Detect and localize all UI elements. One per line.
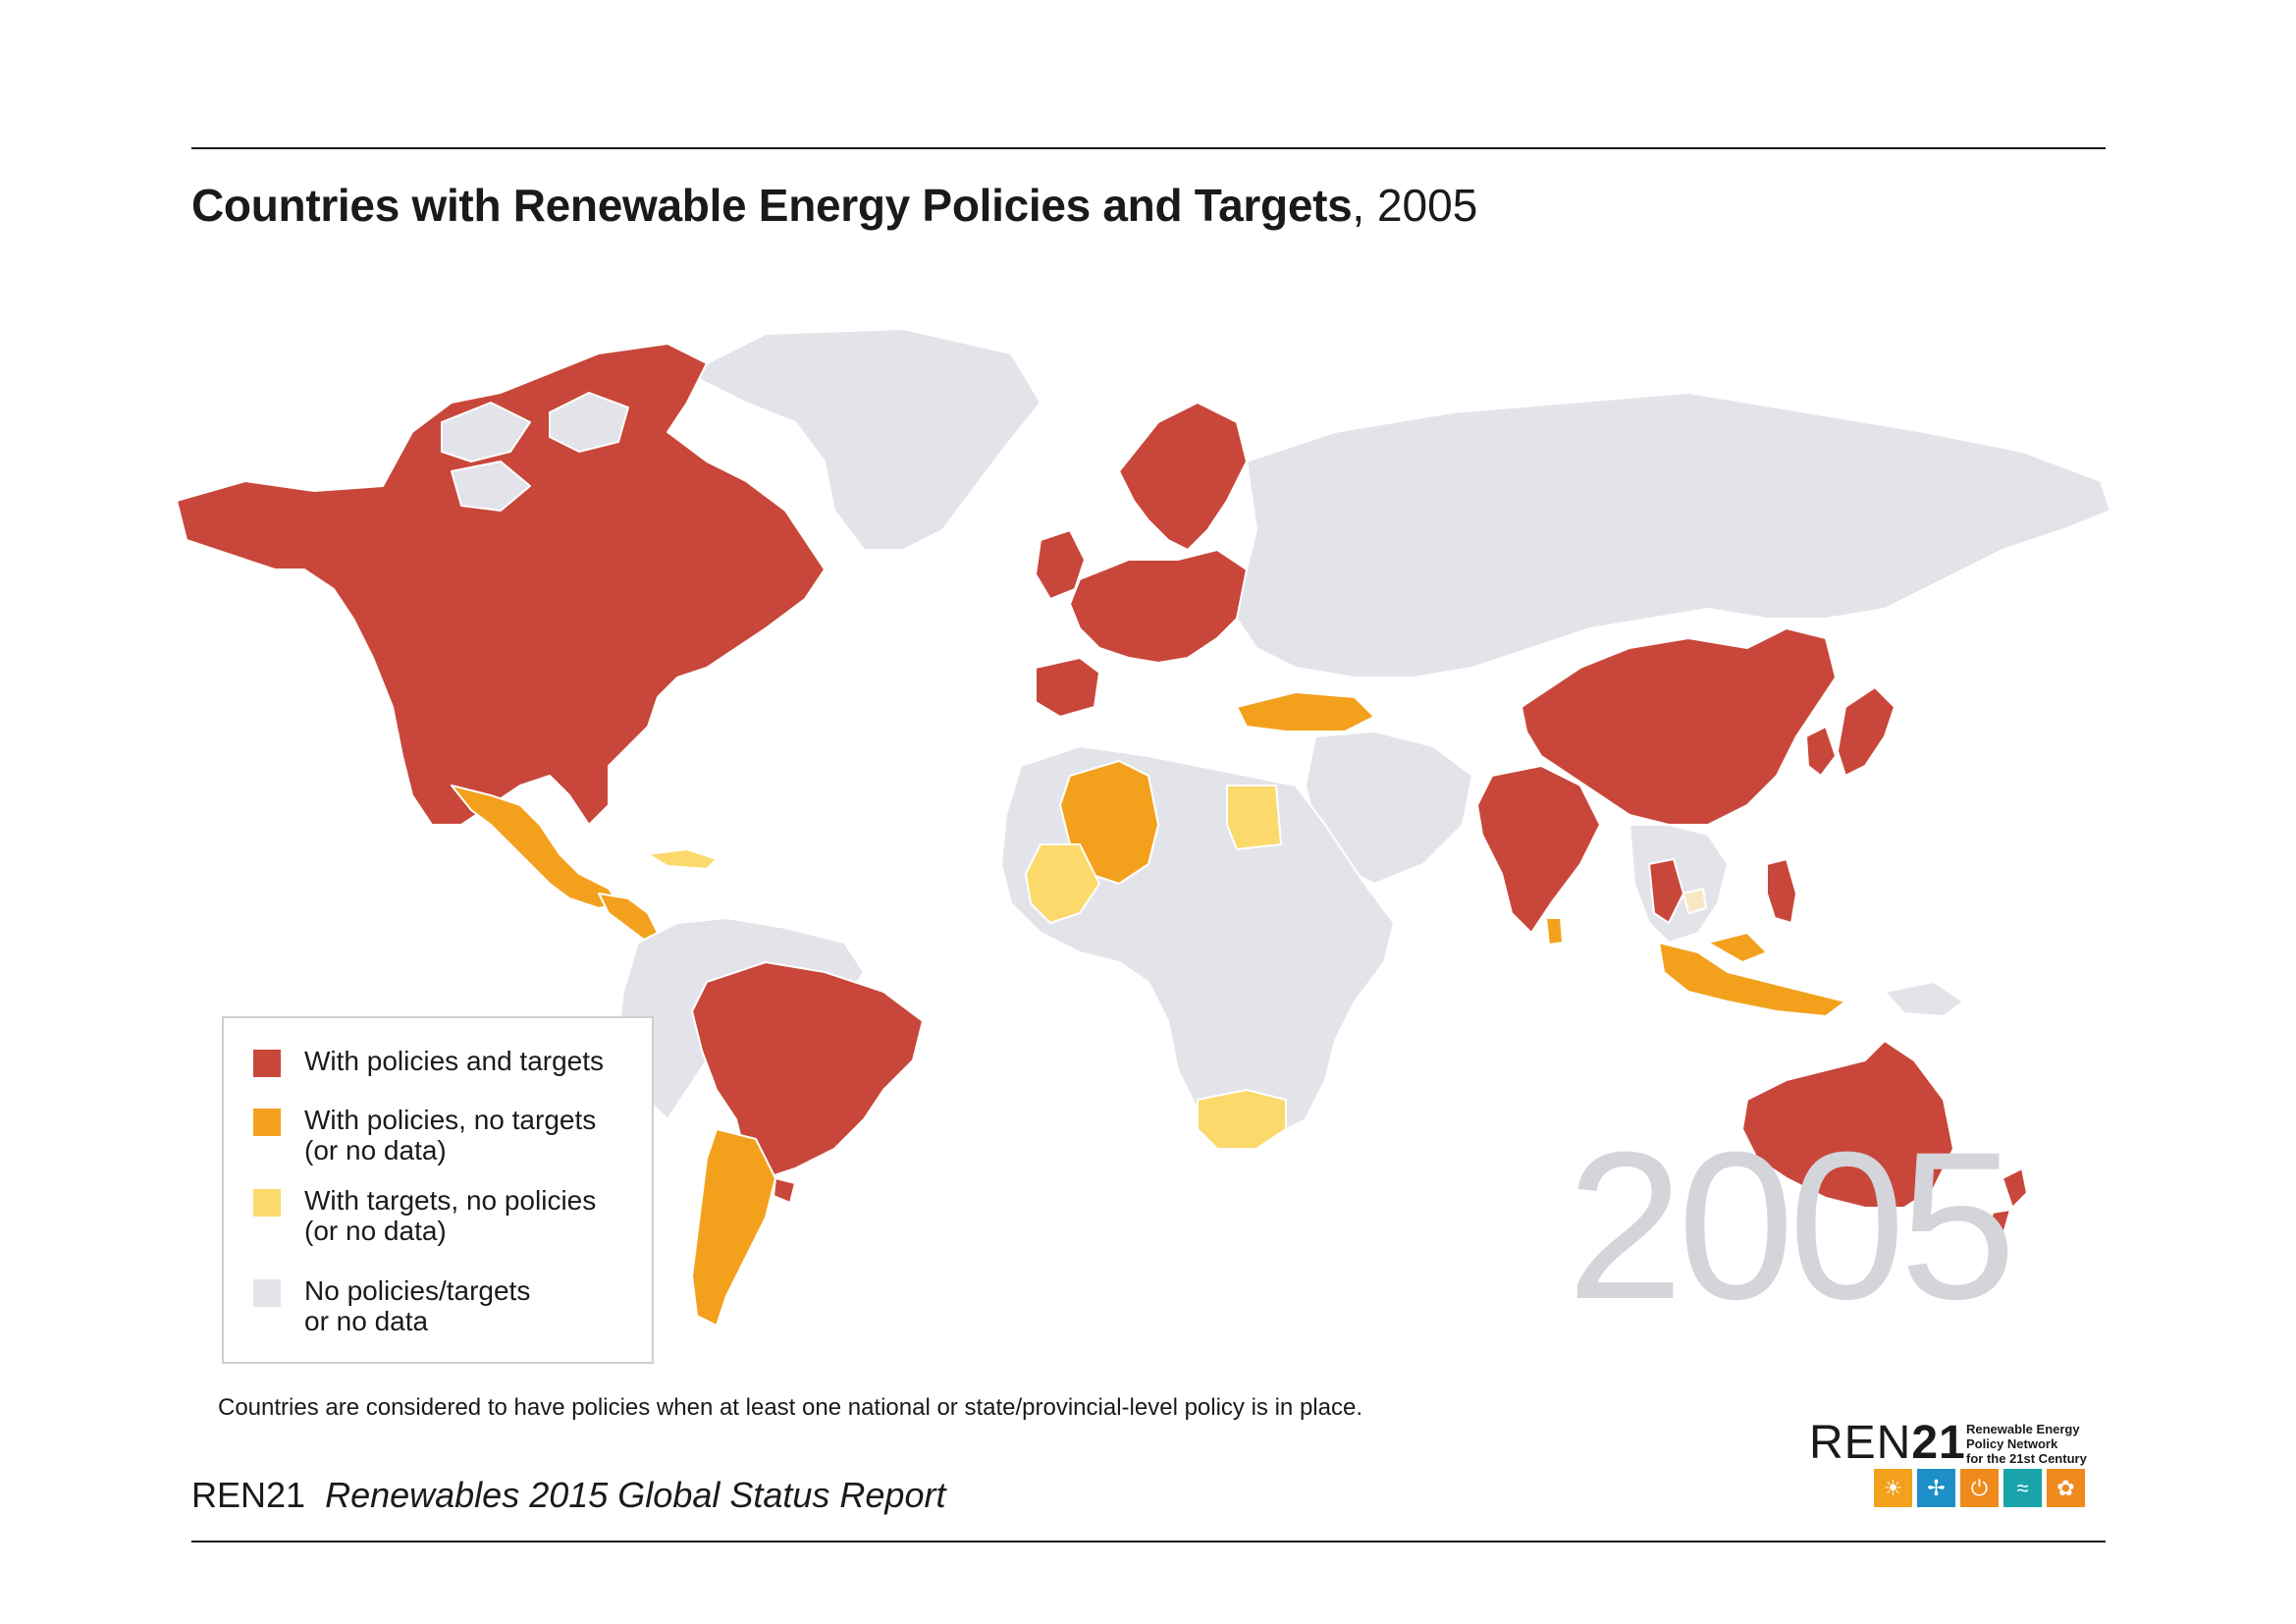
- map-region-philippines: [1766, 858, 1797, 924]
- map-region-indonesia-malaysia: [1658, 932, 1846, 1017]
- map-region-korea: [1805, 726, 1837, 777]
- map-region-india: [1476, 765, 1601, 934]
- top-rule: [191, 147, 2106, 149]
- map-region-canada-islands: [441, 392, 629, 512]
- map-region-mali: [1025, 843, 1100, 924]
- legend-item-policies-and-targets: With policies and targets: [253, 1046, 604, 1077]
- legend-item-policies-no-targets: With policies, no targets (or no data): [253, 1105, 596, 1165]
- source-org: REN21: [191, 1475, 306, 1515]
- map-region-brazil: [691, 961, 924, 1179]
- map-region-papua: [1884, 981, 1964, 1017]
- wind-icon: ✢: [1917, 1469, 1955, 1507]
- legend-item-targets-no-policies: With targets, no policies (or no data): [253, 1185, 596, 1246]
- map-region-caribbean: [647, 848, 718, 870]
- legend-label: With policies and targets: [304, 1046, 605, 1076]
- map-region-iberia: [1035, 657, 1100, 718]
- map-region-thailand: [1648, 858, 1684, 924]
- map-region-north-america: [176, 343, 826, 826]
- map-region-greenland: [686, 328, 1041, 551]
- bottom-rule: [191, 1541, 2106, 1543]
- title-year: 2005: [1376, 180, 1478, 231]
- map-region-japan: [1837, 686, 1896, 777]
- title-main: Countries with Renewable Energy Policies…: [191, 180, 1353, 231]
- map-region-central-america: [598, 893, 659, 944]
- water-icon: ≈: [2003, 1469, 2042, 1507]
- footnote: Countries are considered to have policie…: [218, 1394, 1362, 1421]
- map-region-argentina: [691, 1128, 776, 1326]
- map-region-sri-lanka: [1545, 917, 1564, 946]
- title-separator: ,: [1352, 180, 1365, 231]
- source-report: Renewables 2015 Global Status Report: [325, 1475, 946, 1515]
- map-region-russia-central-asia: [1236, 392, 2111, 678]
- logo-tagline: Renewable Energy Policy Network for the …: [1966, 1422, 2087, 1466]
- logo-wordmark: REN21: [1809, 1417, 1966, 1469]
- legend-swatch: [253, 1109, 281, 1136]
- legend-label: With targets, no policies: [304, 1185, 597, 1216]
- page-title: Countries with Renewable Energy Policies…: [191, 183, 1477, 228]
- map-region-uruguay: [773, 1177, 796, 1204]
- watermark-year: 2005: [1567, 1109, 2016, 1343]
- map-region-australia: [1741, 1040, 1954, 1209]
- map-region-egypt: [1226, 785, 1282, 850]
- legend-label-2: (or no data): [304, 1216, 447, 1246]
- leaf-icon: ✿: [2047, 1469, 2085, 1507]
- map-region-new-zealand: [1984, 1167, 2028, 1243]
- legend-swatch: [253, 1189, 281, 1217]
- world-map: [176, 328, 2111, 1326]
- legend-label-2: (or no data): [304, 1135, 447, 1165]
- source-line: REN21 Renewables 2015 Global Status Repo…: [191, 1475, 945, 1516]
- map-region-south-africa: [1197, 1089, 1287, 1150]
- logo-icons: ☀ ✢ ⏻ ≈ ✿: [1874, 1469, 2085, 1507]
- legend-label: With policies, no targets: [304, 1105, 597, 1135]
- ren21-logo: REN21 Renewable Energy Policy Network fo…: [1809, 1420, 2104, 1508]
- map-region-china: [1521, 627, 1837, 826]
- map-region-scandinavia: [1118, 402, 1248, 551]
- power-icon: ⏻: [1960, 1469, 1999, 1507]
- legend-swatch: [253, 1279, 281, 1307]
- legend-label: No policies/targets: [304, 1275, 531, 1306]
- map-region-europe: [1069, 549, 1257, 664]
- legend-label-2: or no data: [304, 1306, 429, 1336]
- legend: With policies and targets With policies,…: [222, 1016, 654, 1364]
- legend-swatch: [253, 1050, 281, 1077]
- sun-icon: ☀: [1874, 1469, 1912, 1507]
- map-region-turkey: [1236, 691, 1375, 732]
- legend-item-no-data: No policies/targets or no data: [253, 1275, 530, 1336]
- map-region-cambodia: [1682, 888, 1707, 914]
